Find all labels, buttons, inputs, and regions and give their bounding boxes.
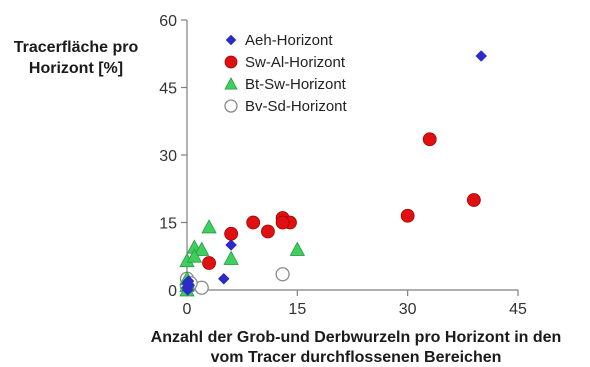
axes: 0 15 30 45 60 0 15 30 45 (159, 13, 527, 318)
data-point (466, 193, 481, 207)
x-axis-title-line-2: vom Tracer durchflossenen Bereichen (211, 349, 502, 366)
data-point (202, 256, 216, 270)
legend-marker (225, 34, 237, 46)
series-Sw-Al-Horizont (202, 132, 481, 270)
legend-label: Aeh-Horizont (245, 32, 333, 49)
y-tick-label: 0 (168, 283, 177, 300)
y-axis-title-line-1: Tracerfläche pro (14, 39, 139, 56)
data-point (201, 219, 217, 234)
y-axis-title-line-2: Horizont [%] (29, 60, 123, 77)
data-point (181, 284, 194, 296)
legend-label: Bt-Sw-Horizont (245, 76, 347, 93)
data-point (275, 267, 290, 282)
y-tick-label: 60 (159, 13, 177, 30)
data-point (261, 224, 275, 239)
series-Aeh-Horizont (181, 50, 488, 296)
data-point (194, 241, 210, 256)
data-point (422, 132, 437, 147)
x-tick-label: 15 (288, 301, 306, 318)
data-point (400, 208, 415, 223)
legend-marker (224, 99, 238, 113)
data-point (475, 50, 488, 62)
data-point (246, 215, 261, 230)
data-point (217, 272, 230, 285)
y-tick-label: 15 (159, 216, 177, 233)
x-axis-title-line-1: Anzahl der Grob-und Derbwurzeln pro Hori… (151, 329, 562, 346)
legend-label: Sw-Al-Horizont (245, 54, 346, 71)
legend-label: Bv-Sd-Horizont (245, 98, 348, 115)
data-point (275, 215, 290, 230)
legend-marker (224, 77, 238, 90)
data-points (179, 50, 488, 297)
data-point (225, 239, 237, 251)
x-tick-label: 45 (509, 301, 527, 318)
data-point (289, 241, 306, 256)
legend-marker (224, 55, 238, 69)
data-point (186, 248, 203, 263)
x-tick-label: 30 (399, 301, 417, 318)
y-tick-label: 30 (159, 148, 177, 165)
data-point (224, 226, 239, 241)
legend: Aeh-Horizont Sw-Al-Horizont Bt-Sw-Horizont… (224, 32, 348, 115)
data-point (223, 250, 239, 265)
y-tick-label: 45 (159, 81, 177, 98)
x-tick-label: 0 (183, 301, 192, 318)
